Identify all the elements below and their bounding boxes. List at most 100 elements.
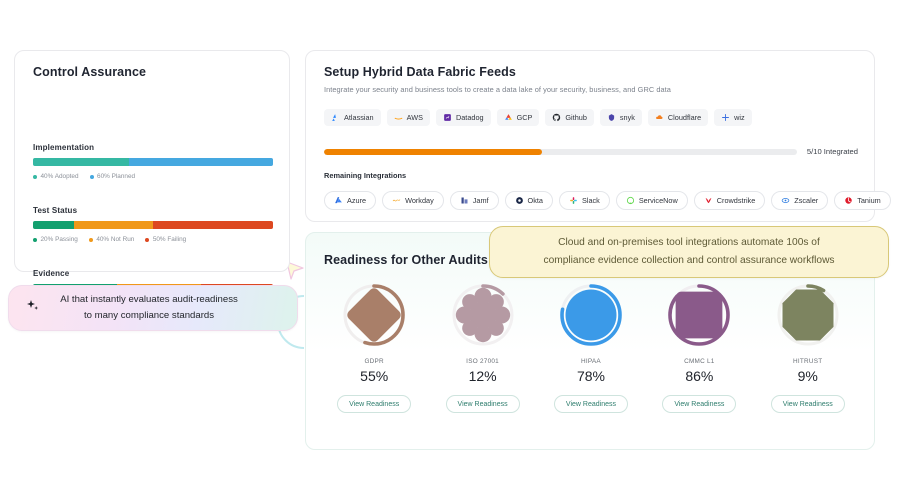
integration-chip-okta[interactable]: Okta (504, 191, 553, 210)
standard-name: GDPR (364, 358, 384, 365)
callout-pink-text: AI that instantly evaluates audit-readin… (9, 292, 297, 325)
control-assurance-card: Control Assurance Implementation 40% Ado… (14, 50, 290, 306)
chip-label: snyk (619, 113, 635, 122)
tanium-icon (845, 197, 852, 204)
integration-chip-servicenow[interactable]: ServiceNow (615, 191, 688, 210)
view-readiness-button[interactable]: View Readiness (337, 395, 412, 413)
workday-icon (392, 199, 401, 202)
integration-chip-atlassian[interactable]: Atlassian (324, 109, 381, 126)
test-status-stacked-bar (33, 221, 273, 229)
donut-gauge-hipaa (560, 284, 622, 346)
slack-icon (570, 197, 577, 204)
integration-chip-workday[interactable]: Workday (382, 191, 444, 210)
legend-label: 60% Planned (97, 173, 136, 180)
section-label: Implementation (33, 143, 95, 152)
cloudflare-icon (656, 115, 663, 120)
integration-chip-zscaler[interactable]: Zscaler (771, 191, 829, 210)
iso27001-center-flower-icon (449, 281, 517, 349)
integration-chip-crowdstrike[interactable]: Crowdstrike (693, 191, 766, 210)
section-label: Evidence (33, 269, 70, 278)
view-readiness-button[interactable]: View Readiness (662, 395, 737, 413)
donut-gauge-hitrust (776, 284, 839, 346)
wiz-icon (722, 114, 730, 121)
readiness-item-cmmc-l1: CMMC L1 86% View Readiness (649, 281, 749, 413)
chip-label: Jamf (472, 196, 489, 205)
callout-yellow-line2: compliance evidence collection and contr… (543, 255, 835, 266)
view-readiness-button[interactable]: View Readiness (770, 395, 845, 413)
test-status-legend: 20% Passing 40% Not Run 50% Failing (33, 236, 273, 243)
chip-label: Zscaler (794, 196, 819, 205)
remaining-integrations-label: Remaining Integrations (324, 171, 407, 180)
readiness-item-hitrust: HITRUST 9% View Readiness (758, 281, 858, 413)
feeds-subtitle: Integrate your security and business too… (324, 85, 671, 94)
legend-label: 40% Not Run (96, 236, 135, 243)
chip-label: Atlassian (344, 113, 374, 122)
standard-percent: 86% (685, 368, 714, 384)
section-implementation: Implementation 40% Adopted 60% Planned (33, 143, 273, 180)
view-readiness-button[interactable]: View Readiness (445, 395, 520, 413)
standard-percent: 12% (468, 368, 497, 384)
standard-name: HITRUST (793, 358, 823, 365)
gcp-icon (504, 114, 512, 120)
implementation-legend: 40% Adopted 60% Planned (33, 173, 273, 180)
legend-label: 50% Failing (152, 236, 187, 243)
zscaler-icon (782, 198, 790, 203)
readiness-donut-row: GDPR 55% View Readiness ISO 2700 (320, 281, 862, 413)
bar-segment (73, 221, 153, 229)
legend-item: 20% Passing (33, 236, 78, 243)
legend-dot-icon (88, 237, 93, 242)
callout-yellow-line1: Cloud and on-premises tool integrations … (558, 237, 820, 249)
integration-chip-tanium[interactable]: Tanium (834, 191, 891, 210)
bar-segment (33, 158, 129, 166)
integration-chip-slack[interactable]: Slack (558, 191, 610, 210)
integration-chip-cloudflare[interactable]: Cloudflare (647, 109, 709, 126)
integration-chip-aws[interactable]: AWS (386, 109, 430, 126)
implementation-stacked-bar (33, 158, 273, 166)
integration-chip-snyk[interactable]: snyk (599, 109, 642, 126)
integration-chip-jamf[interactable]: Jamf (449, 191, 499, 210)
bar-segment (33, 221, 74, 229)
integration-chip-wiz[interactable]: wiz (714, 109, 752, 126)
progress-track (324, 148, 797, 155)
chip-label: GCP (516, 113, 533, 122)
progress-label: 5/10 Integrated (806, 147, 858, 156)
connected-integrations-row: Atlassian AWS Datadog GCP Github snyk (324, 109, 752, 126)
jamf-icon (461, 197, 468, 204)
section-label: Test Status (33, 206, 78, 215)
legend-item: 40% Not Run (88, 236, 135, 243)
servicenow-icon (626, 196, 634, 205)
remaining-integrations-row: Azure Workday Jamf Okta Slack ServiceNow (324, 191, 891, 210)
chip-label: Slack (581, 196, 600, 205)
donut-gauge-cmmc-l1 (668, 284, 731, 346)
okta-icon (515, 197, 523, 204)
bar-segment (129, 158, 273, 166)
chip-label: Cloudflare (667, 113, 702, 122)
integration-chip-datadog[interactable]: Datadog (435, 109, 491, 126)
callout-pink-line1: AI that instantly evaluates audit-readin… (60, 293, 238, 305)
view-readiness-button[interactable]: View Readiness (553, 395, 628, 413)
aws-icon (394, 117, 402, 120)
data-fabric-feeds-card: Setup Hybrid Data Fabric Feeds Integrate… (305, 50, 891, 222)
chip-label: Tanium (857, 196, 881, 205)
chip-label: Workday (405, 196, 434, 205)
hitrust-center-octagon-icon (774, 281, 842, 349)
callout-integrations: Cloud and on-premises tool integrations … (489, 226, 889, 278)
legend-item: 60% Planned (89, 173, 136, 180)
donut-gauge-iso27001 (451, 284, 514, 346)
integration-chip-github[interactable]: Github (545, 109, 594, 126)
legend-dot-icon (145, 237, 150, 242)
callout-ai-readiness: AI that instantly evaluates audit-readin… (8, 285, 298, 331)
github-icon (553, 113, 561, 122)
readiness-donut (449, 281, 517, 349)
readiness-item-gdpr: GDPR 55% View Readiness (324, 281, 424, 413)
standard-name: CMMC L1 (684, 358, 715, 365)
datadog-icon (444, 114, 451, 121)
chip-label: Crowdstrike (716, 196, 756, 205)
gdpr-center-diamond-icon (340, 281, 408, 349)
legend-label: 40% Adopted (40, 173, 79, 180)
legend-item: 40% Adopted (33, 173, 79, 180)
integration-chip-gcp[interactable]: GCP (496, 109, 540, 126)
integration-chip-azure[interactable]: Azure (324, 191, 377, 210)
cmmc-center-square-icon (665, 281, 733, 349)
